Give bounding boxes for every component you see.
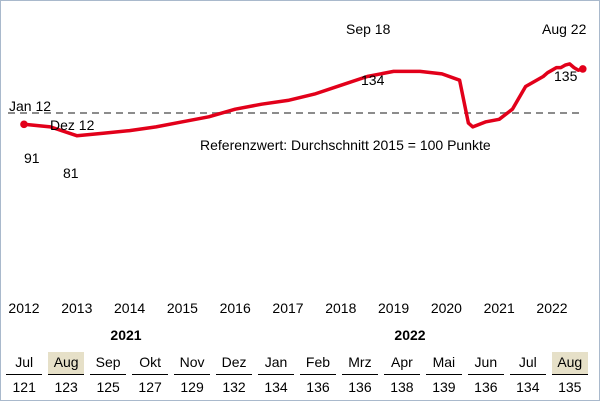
table-value-cell: 129 [180,379,204,395]
x-tick-label: 2016 [220,300,251,316]
table-month-cell: Aug [47,352,85,375]
table-month-cell: Sep [89,352,127,375]
table-month-cell: Aug [551,352,588,375]
table-month-cell: Jul [509,352,546,375]
x-tick-label: 2020 [431,300,462,316]
x-tick-label: 2014 [114,300,145,316]
table-value-cell: 138 [390,379,414,395]
table-year-2021: 2021 [110,327,142,343]
table-value-cell: 123 [54,379,78,395]
x-tick-label: 2019 [378,300,409,316]
table-month-cell: Nov [173,352,211,375]
table-month-cell: Okt [131,352,169,375]
end-point [579,65,587,73]
table-value-cell: 135 [558,379,582,395]
start-point [20,120,28,129]
reference-label: Referenzwert: Durchschnitt 2015 = 100 Pu… [200,137,491,153]
table-month-cell: Dez [215,352,253,375]
table-value-cell: 134 [516,379,540,395]
annotation-jan12-label: Jan 12 [9,98,51,114]
chart-area: Referenzwert: Durchschnitt 2015 = 100 Pu… [8,21,587,316]
table-year-2022: 2022 [394,327,426,343]
table-month-cell: Mrz [341,352,379,375]
x-tick-label: 2012 [8,300,39,316]
table-month-cell: Jan [257,352,295,375]
x-tick-label: 2017 [272,300,303,316]
series-line [22,62,585,138]
x-tick-label: 2013 [61,300,92,316]
table-value-cell: 121 [12,379,36,395]
table-month-row: Jul Aug Sep Okt Nov Dez Jan Feb Mrz Apr Mai Jun Jul A… [6,352,588,375]
table-value-cell: 132 [222,379,246,395]
annotation-aug22-value: 135 [554,68,578,84]
table-value-cell: 139 [432,379,456,395]
x-tick-label: 2022 [536,300,567,316]
annotation-jan12-value: 91 [24,150,40,166]
table-value-row: 121 123 125 127 129 132 134 136 136 138 139 136 134 1… [6,377,588,397]
table-value-cell: 125 [96,379,120,395]
annotation-aug22-label: Aug 22 [542,21,587,37]
x-tick-label: 2018 [325,300,356,316]
table-value-cell: 136 [474,379,498,395]
table-month-cell: Mai [425,352,463,375]
annotation-sep18-label: Sep 18 [346,21,391,37]
table-value-cell: 134 [264,379,288,395]
table-month-cell: Feb [299,352,337,375]
annotation-dez12-value: 81 [63,165,79,181]
table-month-cell: Jul [6,352,43,375]
annotation-sep18-value: 134 [361,72,385,88]
x-axis-ticks: 2012 2013 2014 2015 2016 2017 2018 2019 2020 2021… [8,300,567,316]
x-tick-label: 2021 [484,300,515,316]
x-tick-label: 2015 [167,300,198,316]
table-month-cell: Apr [383,352,421,375]
table-value-cell: 136 [306,379,330,395]
table-value-cell: 136 [348,379,372,395]
table-month-cell: Jun [467,352,505,375]
table-value-cell: 127 [138,379,162,395]
annotation-dez12-label: Dez 12 [50,117,95,133]
